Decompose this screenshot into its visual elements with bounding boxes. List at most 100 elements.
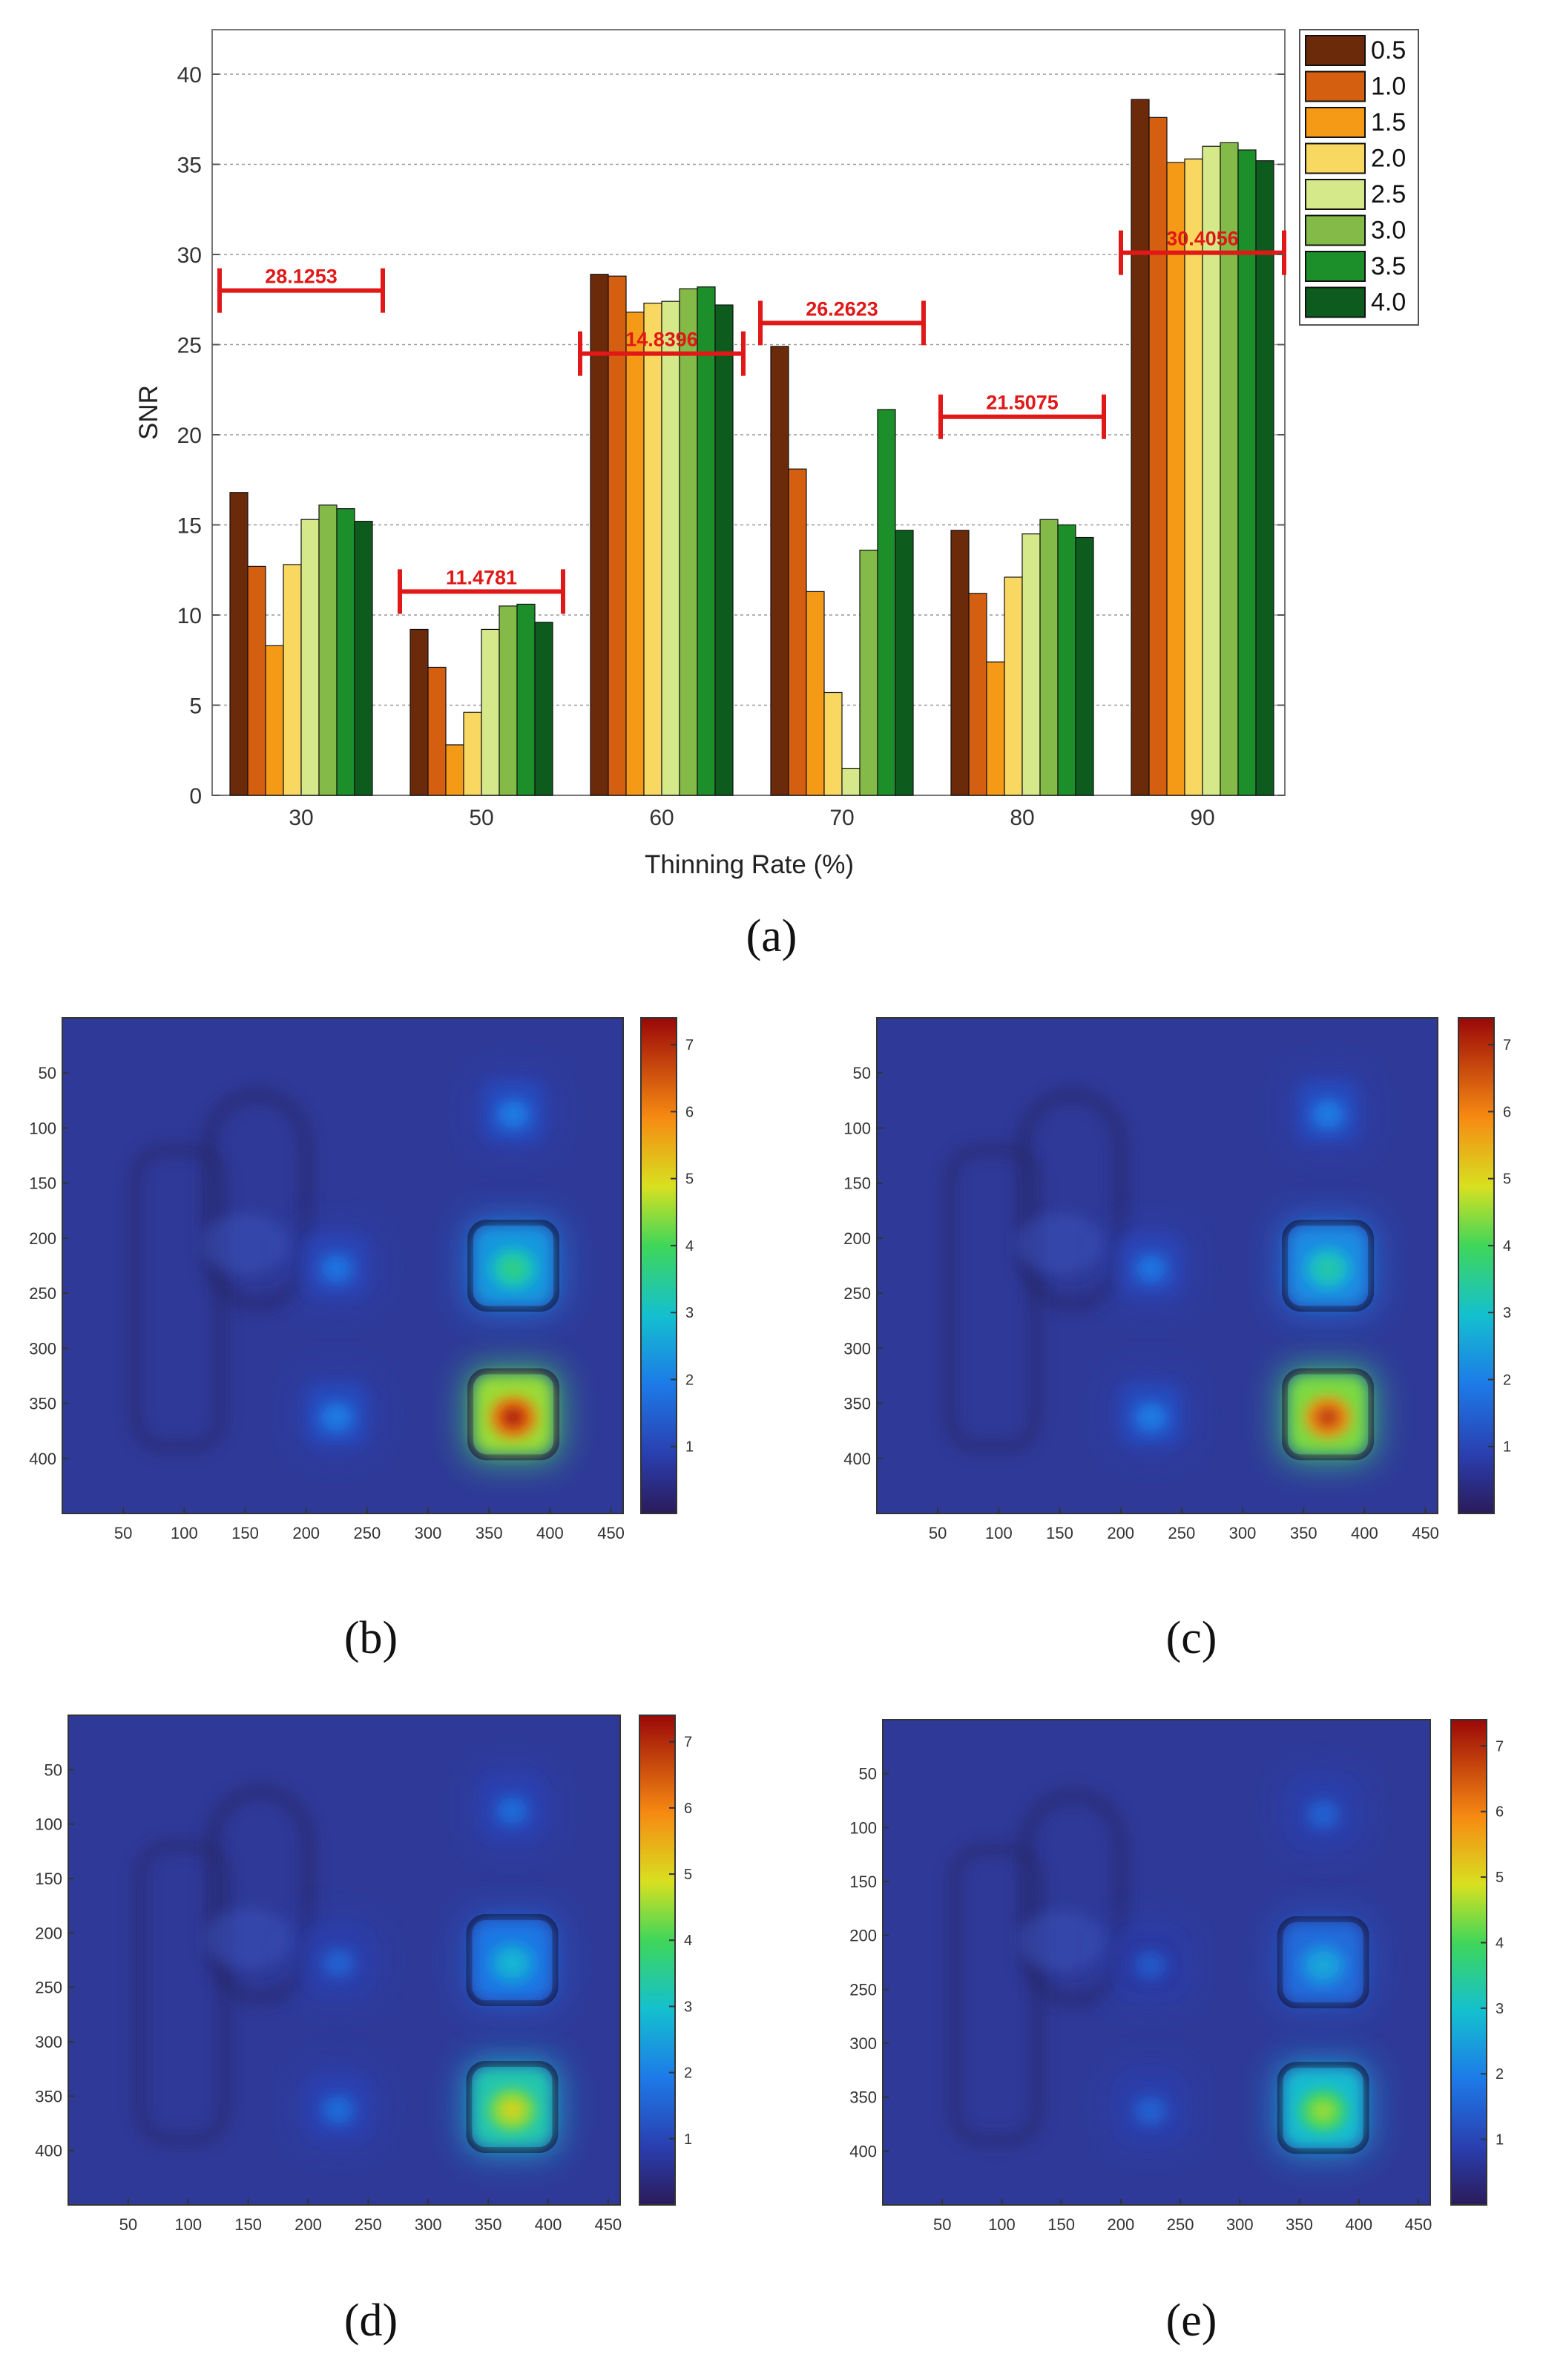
bar [1131, 99, 1150, 796]
legend: 0.5 1.0 1.5 2.0 2.5 3.0 3.5 4.0 [1299, 29, 1419, 326]
x-tick-label: 30 [289, 806, 313, 830]
heatmap-e: 50 100 150 200 250 300 350 400 50 100 150 200 250 300… [849, 1719, 1504, 2234]
x-tick-label: 300 [1229, 1524, 1257, 1542]
x-tick-label: 400 [535, 2215, 562, 2234]
y-tick-label: 50 [859, 1765, 877, 1784]
bars [229, 99, 1274, 796]
legend-swatch [1305, 179, 1366, 210]
colorbar-tick-label: 3 [684, 1999, 692, 2015]
colorbar-tick-label: 3 [1496, 2001, 1504, 2017]
x-axis-label: Thinning Rate (%) [645, 850, 854, 879]
x-tick-label: 450 [1412, 1524, 1439, 1542]
hot-spot-core [503, 1105, 524, 1123]
annotation-label: 21.5075 [986, 392, 1059, 414]
y-tick-label: 100 [35, 1815, 62, 1834]
hot-spot-rim [1282, 1368, 1375, 1461]
bar [300, 519, 320, 796]
y-tick-label: 350 [35, 2087, 62, 2105]
heatmap-c: 50 100 150 200 250 300 350 400 50 100 150 200 250 300… [843, 1017, 1511, 1542]
y-tick-label: 250 [843, 1284, 871, 1303]
bar [463, 711, 482, 796]
hot-spot-rim [467, 1368, 560, 1461]
colorbar-tick-label: 6 [1503, 1104, 1511, 1120]
y-tick-label: 250 [29, 1284, 56, 1303]
faint-outline [947, 1841, 1045, 2148]
heatmap-image [68, 1715, 620, 2205]
x-tick-label: 350 [475, 2215, 502, 2234]
caption-c: (c) [1166, 1613, 1217, 1663]
hot-spot-rim [467, 1220, 560, 1312]
x-tick-label: 200 [295, 2215, 322, 2234]
x-tick-label: 250 [355, 2215, 382, 2234]
y-tick-label: 15 [177, 514, 202, 539]
heatmap-d: 50 100 150 200 250 300 350 400 50 100 150 200 250 300… [35, 1715, 692, 2234]
bar [895, 530, 914, 796]
colorbar-tick-label: 5 [685, 1171, 694, 1188]
bar [859, 549, 878, 796]
bar [516, 603, 536, 796]
bar [265, 645, 284, 796]
x-tick-label: 300 [415, 1524, 442, 1542]
colorbar [1458, 1017, 1495, 1514]
colorbar [639, 1715, 676, 2206]
colorbar-tick-label: 4 [1496, 1935, 1504, 1951]
hot-spot-rim [1277, 2062, 1369, 2154]
faint-outline [204, 1783, 317, 2007]
x-tick-label: 50 [119, 2215, 137, 2234]
bar [968, 593, 987, 796]
hot-spot-rim [466, 2061, 559, 2153]
colorbar-tick-label: 5 [1496, 1870, 1504, 1886]
bar [229, 492, 249, 796]
colorbar-tick-label: 1 [1496, 2132, 1504, 2149]
y-tick-label: 300 [843, 1339, 871, 1358]
y-tick-label: 100 [849, 1818, 877, 1837]
heatmap-frame [882, 1719, 1431, 2206]
x-tick-label: 400 [536, 1524, 564, 1542]
caption-a: (a) [746, 911, 797, 961]
bar [986, 661, 1005, 796]
annotation-label: 30.4056 [1166, 228, 1239, 250]
y-tick-label: 350 [29, 1395, 56, 1413]
hot-spot-core [1141, 1408, 1161, 1426]
y-tick-label: 25 [177, 334, 202, 358]
x-tick-label: 60 [649, 806, 674, 830]
colorbar-tick-label: 5 [684, 1867, 692, 1883]
x-tick-label: 250 [1168, 1524, 1196, 1542]
bar [481, 628, 500, 796]
bar [661, 300, 680, 796]
hot-spot-core [1310, 1954, 1336, 1976]
x-tick-label: 100 [988, 2215, 1016, 2234]
annotation-label: 28.1253 [265, 266, 338, 288]
bar [590, 274, 609, 796]
faint-spot [200, 1214, 290, 1274]
legend-label: 3.0 [1371, 217, 1406, 245]
bar [534, 622, 553, 796]
y-tick-label: 200 [849, 1927, 877, 1945]
hot-spot-rim [1282, 1220, 1375, 1312]
hot-spot-rim [1277, 1916, 1369, 2008]
bar [1039, 519, 1059, 796]
y-tick-label: 20 [177, 424, 202, 448]
heatmap-image [883, 1720, 1430, 2205]
bar [409, 628, 429, 796]
hot-spot-core [1315, 1258, 1340, 1280]
bar [714, 304, 734, 796]
y-tick-label: 150 [35, 1870, 62, 1888]
colorbar-tick-label: 2 [684, 2065, 692, 2082]
legend-swatch [1305, 142, 1366, 174]
colorbar-tick-label: 2 [685, 1372, 694, 1388]
hot-spot-core [1141, 1260, 1161, 1278]
heatmap-frame [62, 1017, 624, 1514]
heatmap-image [62, 1018, 623, 1513]
x-tick-label: 100 [985, 1524, 1013, 1542]
legend-label: 0.5 [1371, 36, 1406, 65]
heatmap-frame [68, 1715, 621, 2206]
legend-swatch [1305, 107, 1366, 138]
hot-spot-core [326, 1408, 346, 1426]
caption-e: (e) [1166, 2295, 1217, 2346]
x-tick-label: 250 [1167, 2215, 1194, 2234]
x-tick-label: 50 [933, 2215, 951, 2234]
colorbar-tick-label: 3 [1503, 1305, 1511, 1321]
bar [1075, 536, 1094, 796]
